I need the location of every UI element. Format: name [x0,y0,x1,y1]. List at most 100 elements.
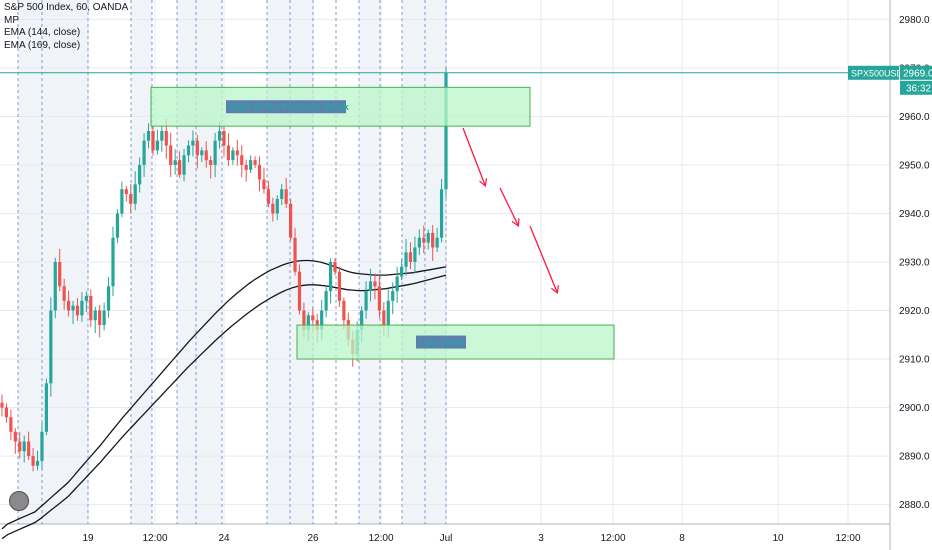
candle-body [337,271,342,301]
zone-0[interactable]: High of the Previous Week [150,86,531,127]
candle-body [93,310,97,321]
candle-body [284,189,288,204]
x-tick-label: 3 [538,533,544,544]
candle-body [186,145,191,156]
candle-body [426,232,430,243]
candle-body [386,300,390,326]
candle-body [89,295,93,321]
symbol-tag-label: SPX500USD [851,68,904,78]
candle-body [226,145,231,161]
candle-body [368,281,373,292]
candle-body [360,310,364,330]
price-axis[interactable]: 2880.0 2890.0 2900.0 2910.0 2920.0 2930.0 2940… [899,15,930,511]
candle-body [182,155,186,175]
ema-144-line [1,259,447,530]
projection-arrow-2[interactable] [529,225,557,292]
zone-1[interactable]: Low Zone [296,324,615,360]
candle-body [169,145,173,165]
candle-body [377,286,381,311]
candle-body [98,310,102,326]
symbol-tag [848,65,899,80]
candle-body [257,164,262,180]
candle-body [431,232,435,248]
candle-body [49,310,53,384]
candle-body [115,213,120,238]
candle-body [22,441,26,452]
price-tag-label: 2969.0 [903,68,932,79]
candle-body [129,194,133,204]
candle-body [35,460,40,466]
candle-body [160,131,164,141]
candle-body [80,300,84,316]
y-tick-label: 2940.0 [899,209,930,220]
candle-body [364,291,368,311]
y-tick-label: 2880.0 [899,500,930,511]
candle-body [373,281,377,287]
y-tick-label: 2890.0 [899,452,930,463]
candle-body [146,131,151,141]
zones[interactable]: High of the Previous Week Low Zone [150,86,615,360]
y-tick-label: 2930.0 [899,258,930,269]
candle-body [133,184,137,204]
candle-body [13,431,17,442]
candle-body [413,247,417,262]
candle-body [124,189,128,195]
candle-body [328,262,333,292]
candle-body [342,300,346,321]
candle-body [324,291,328,311]
y-tick-label: 2920.0 [899,306,930,317]
candle-body [111,237,115,287]
zone-label: High of the Previous Week [229,102,349,113]
candle-body [209,160,213,165]
y-tick-label: 2960.0 [899,112,930,123]
x-tick-label: 12:00 [142,533,167,544]
candle-body [120,189,124,214]
candle-body [178,160,182,175]
candle-body [84,295,88,301]
candle-body [240,155,244,165]
candle-body [40,431,44,461]
candle-body [44,383,48,432]
candle-body [293,237,297,272]
projection-arrows[interactable] [462,127,557,292]
candle-body [333,262,337,272]
candle-body [18,441,22,452]
candle-body [280,189,284,199]
x-tick-label: 12:00 [600,533,625,544]
candle-body [195,140,199,156]
candle-body [244,164,248,170]
candle-body [289,203,293,238]
x-tick-label: 24 [218,533,230,544]
candle-body [102,310,106,326]
candle-body [382,310,386,326]
countdown-label: 36:32 [906,83,931,94]
y-tick-label: 2950.0 [899,160,930,171]
candle-body [0,402,4,408]
candle-body [320,310,324,330]
candle-body [275,198,279,214]
candle-body [306,315,310,330]
countdown-tag [900,80,932,95]
candle-body [404,252,408,267]
candle-body [31,456,35,466]
candle-body [235,150,239,156]
candle-body [62,286,66,301]
candle-body [253,160,257,165]
x-tick-label: 12:00 [368,533,393,544]
projection-arrow-1[interactable] [499,187,518,225]
candle-body [417,237,421,248]
candle-body [222,131,226,146]
projection-arrow-0[interactable] [462,127,485,185]
candle-body [444,72,448,190]
y-tick-label: 2910.0 [899,355,930,366]
x-tick-label: 8 [679,533,685,544]
candle-body [204,150,208,161]
zone-label-bg [416,335,466,349]
replay-button[interactable] [9,491,29,511]
time-axis[interactable]: 19 12:00 24 26 12:00 Jul 3 12:00 8 10 12:00 [82,533,861,544]
candle-body [213,140,217,165]
candle-body [297,271,302,311]
candle-body [173,160,177,165]
candle-body [4,407,9,418]
